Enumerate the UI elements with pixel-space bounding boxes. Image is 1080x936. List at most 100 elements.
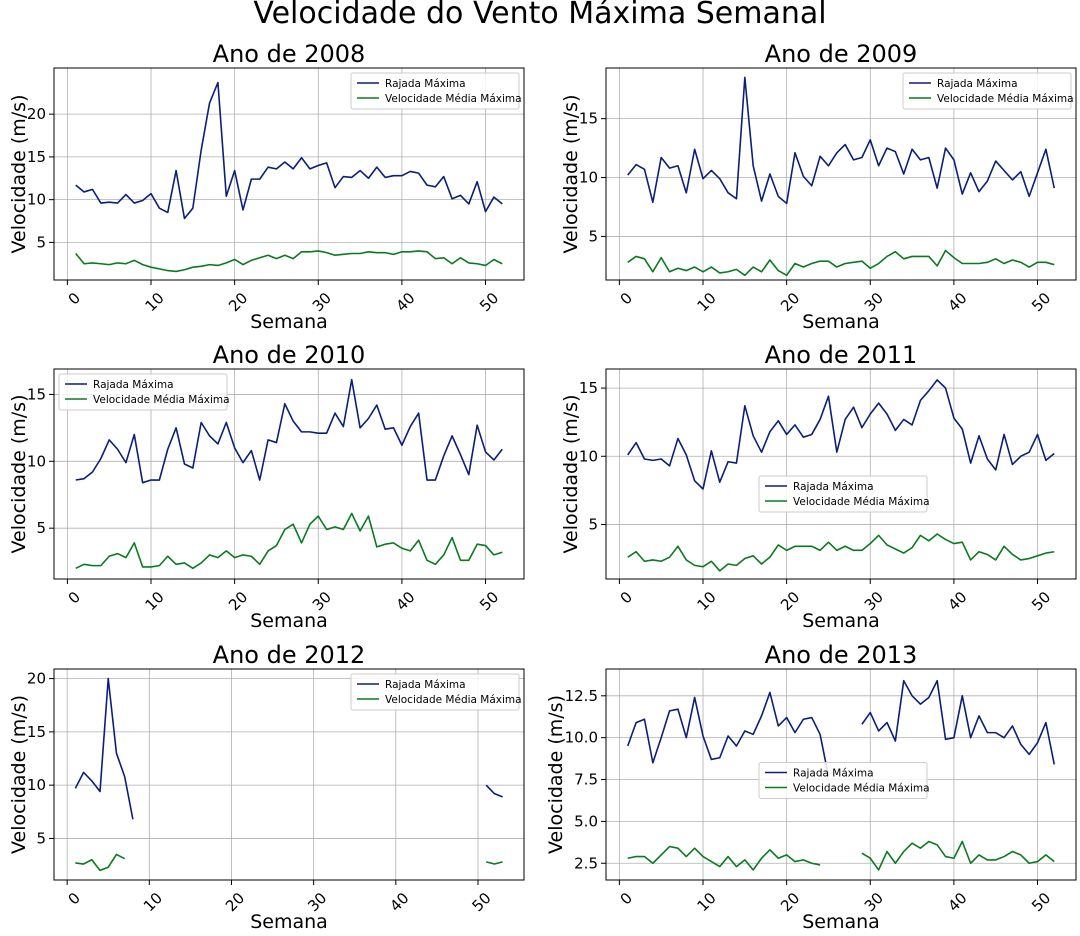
y-tick-label: 10 — [27, 452, 46, 470]
x-tick-label: 0 — [617, 588, 636, 607]
y-tick-label: 15 — [579, 110, 598, 128]
x-tick-label: 50 — [469, 889, 495, 915]
x-tick-label: 0 — [617, 889, 636, 908]
x-tick-label: 50 — [476, 289, 502, 315]
legend-label: Velocidade Média Máxima — [93, 394, 230, 406]
series-line-1 — [75, 250, 503, 273]
legend-box — [902, 72, 1072, 110]
x-axis-label: Semana — [250, 610, 328, 632]
axes-frame — [605, 368, 1077, 580]
legend: Rajada Máxima Velocidade Média Máxima — [758, 762, 930, 799]
y-axis-label: Velocidade (m/s) — [560, 95, 582, 254]
x-tick-label: 10 — [694, 588, 720, 614]
legend: Rajada Máxima Velocidade Média Máxima — [350, 72, 522, 110]
y-tick-label: 5 — [588, 515, 598, 533]
x-tick-label: 0 — [617, 289, 636, 308]
legend-box — [350, 72, 520, 110]
series-line-1 — [75, 853, 503, 872]
subplot-title: Ano de 2009 — [765, 40, 918, 68]
y-tick-label: 10 — [579, 447, 598, 465]
y-tick-label: 15 — [27, 148, 46, 166]
y-tick-label: 20 — [27, 105, 46, 123]
x-tick-label: 40 — [944, 289, 970, 315]
x-tick-label: 20 — [222, 889, 248, 915]
x-tick-label: 20 — [225, 588, 251, 614]
x-tick-label: 40 — [386, 889, 412, 915]
axes-frame — [605, 668, 1077, 881]
y-axis-label: Velocidade (m/s) — [545, 695, 567, 854]
legend-label: Velocidade Média Máxima — [385, 93, 522, 105]
x-tick-label: 20 — [777, 889, 803, 915]
series-line-0 — [75, 378, 503, 484]
y-tick-label: 20 — [27, 670, 46, 688]
axes-frame — [53, 668, 525, 881]
figure-title: Velocidade do Vento Máxima Semanal — [253, 0, 827, 31]
axes-frame — [53, 67, 525, 281]
y-tick-label: 10 — [27, 191, 46, 209]
subplot-title: Ano de 2013 — [765, 641, 918, 669]
legend: Rajada Máxima Velocidade Média Máxima — [58, 373, 230, 411]
legend-box — [758, 475, 928, 513]
y-tick-label: 15 — [27, 723, 46, 741]
legend-label: Rajada Máxima — [385, 78, 466, 90]
x-axis-label: Semana — [802, 610, 880, 632]
legend-box — [758, 762, 928, 799]
legend-label: Velocidade Média Máxima — [793, 496, 930, 508]
y-tick-label: 15 — [27, 385, 46, 403]
x-tick-label: 0 — [65, 588, 84, 607]
series-line-0 — [74, 677, 503, 820]
legend-label: Rajada Máxima — [385, 679, 466, 691]
y-tick-label: 5 — [588, 227, 598, 245]
x-axis-label: Semana — [250, 911, 328, 933]
y-tick-label: 5 — [36, 519, 46, 537]
legend-label: Rajada Máxima — [793, 768, 874, 780]
x-tick-label: 0 — [65, 289, 84, 308]
x-tick-label: 50 — [1028, 889, 1054, 915]
subplot-title: Ano de 2008 — [213, 40, 366, 68]
y-tick-label: 12.5 — [565, 687, 598, 705]
legend-label: Rajada Máxima — [93, 379, 174, 391]
x-tick-label: 10 — [142, 289, 168, 315]
legend-box — [58, 373, 228, 411]
y-tick-label: 2.5 — [574, 854, 598, 872]
subplot-title: Ano de 2012 — [213, 641, 366, 669]
series-line-1 — [627, 533, 1055, 572]
x-tick-label: 0 — [64, 889, 83, 908]
x-tick-label: 10 — [694, 889, 720, 915]
legend-label: Rajada Máxima — [937, 78, 1018, 90]
legend: Rajada Máxima Velocidade Média Máxima — [902, 72, 1074, 110]
y-tick-label: 10 — [27, 776, 46, 794]
legend-label: Velocidade Média Máxima — [793, 783, 930, 795]
subplot-title: Ano de 2010 — [213, 341, 366, 369]
x-axis-label: Semana — [802, 911, 880, 933]
legend: Rajada Máxima Velocidade Média Máxima — [758, 475, 930, 513]
x-tick-label: 10 — [142, 588, 168, 614]
x-tick-label: 10 — [140, 889, 166, 915]
series-line-0 — [626, 679, 1056, 777]
axes-frame — [53, 368, 525, 580]
subplot-title: Ano de 2011 — [765, 341, 918, 369]
legend-box — [350, 673, 520, 711]
x-axis-label: Semana — [250, 311, 328, 333]
x-tick-label: 50 — [1028, 289, 1054, 315]
y-axis-label: Velocidade (m/s) — [8, 695, 30, 854]
x-axis-label: Semana — [802, 311, 880, 333]
y-axis-label: Velocidade (m/s) — [560, 395, 582, 554]
legend-label: Velocidade Média Máxima — [937, 93, 1074, 105]
y-tick-label: 5.0 — [574, 812, 598, 830]
legend-label: Rajada Máxima — [793, 481, 874, 493]
x-tick-label: 20 — [777, 289, 803, 315]
legend: Rajada Máxima Velocidade Média Máxima — [350, 673, 522, 711]
y-tick-label: 10.0 — [565, 729, 598, 747]
axes-frame — [605, 67, 1077, 281]
x-tick-label: 50 — [476, 588, 502, 614]
x-tick-label: 40 — [392, 588, 418, 614]
series-line-1 — [75, 512, 503, 570]
